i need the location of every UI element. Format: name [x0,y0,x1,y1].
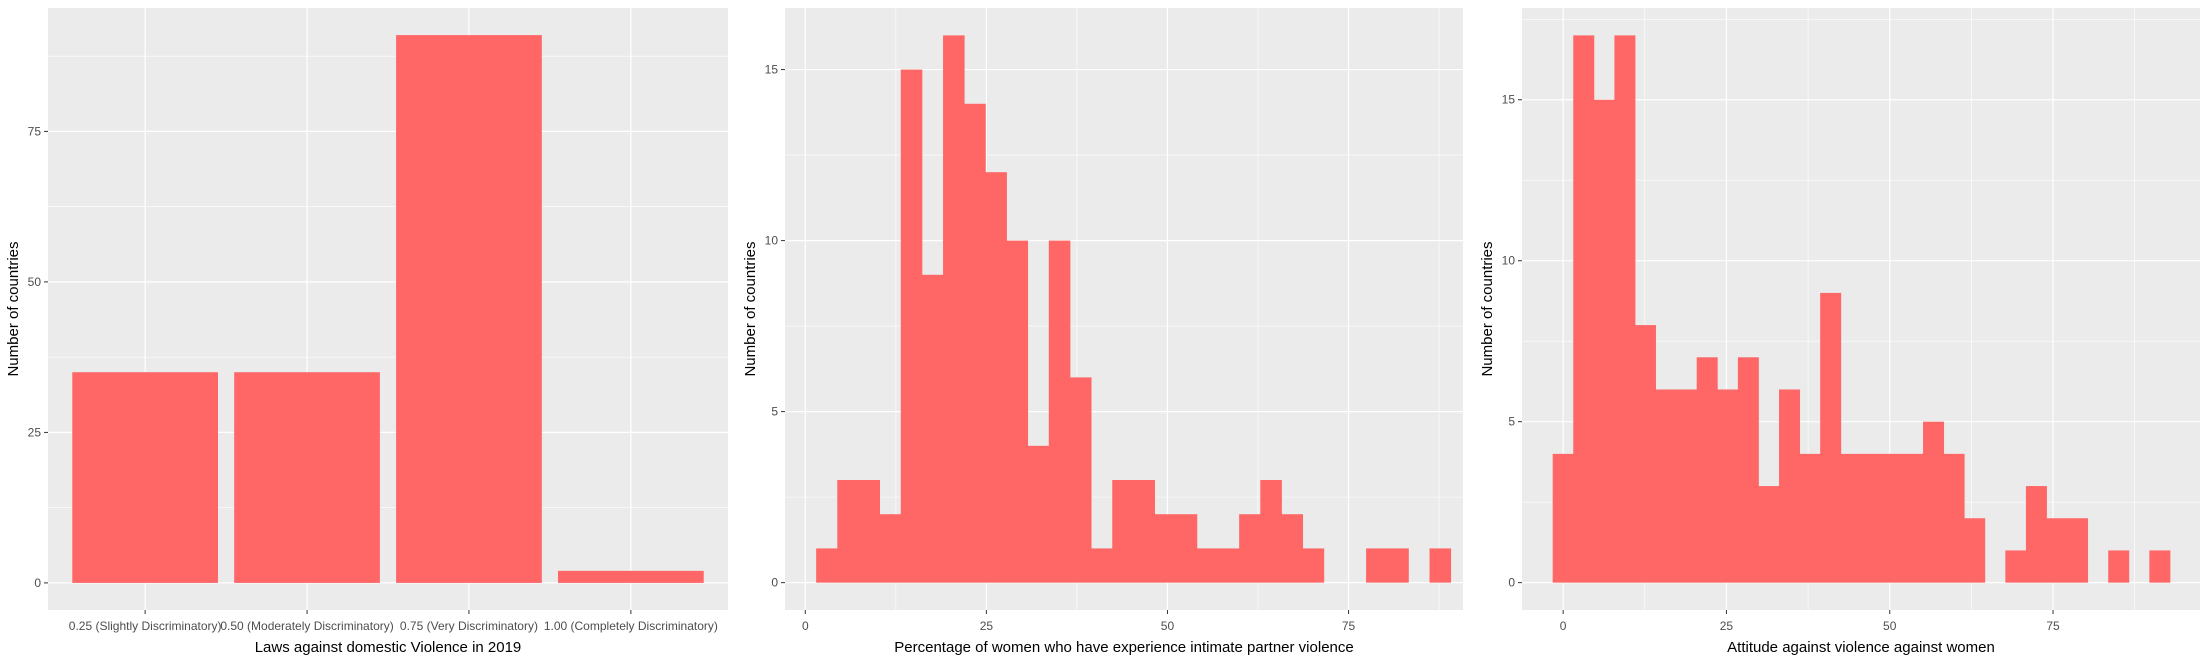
histogram-bar [1027,445,1050,583]
y-tick-label: 75 [28,124,42,138]
x-axis-title: Laws against domestic Violence in 2019 [255,639,522,656]
histogram-bar [1676,389,1698,583]
histogram-bar [1737,357,1759,583]
histogram-bar [1655,389,1677,583]
y-axis-title: Number of countries [742,241,759,376]
histogram-bar [2046,518,2068,583]
histogram-bar [1429,548,1452,583]
histogram-bar [1717,389,1739,583]
histogram-bar [985,172,1007,583]
histogram-bar [1573,35,1595,583]
histogram-bar [2005,550,2027,583]
histogram-bar [1175,514,1198,583]
x-tick-label: 0.25 (Slightly Discriminatory) [69,619,222,633]
histogram-bar [943,35,965,583]
x-tick-label: 50 [1883,619,1897,633]
histogram-bar [1593,99,1615,583]
histogram-bar [1239,514,1261,583]
histogram-bar [1366,548,1388,583]
histogram-bar [1218,548,1240,583]
bar-4 [558,570,704,583]
histogram-bar [1048,240,1071,583]
histogram-bar [1758,486,1780,583]
y-axis-title: Number of countries [5,241,22,376]
histogram-bar [2067,518,2089,583]
histogram-bar [1964,518,1986,583]
histogram-bar [1154,514,1177,583]
x-tick-label: 75 [2046,619,2060,633]
histogram-bar [1696,357,1718,583]
histogram-bar [1552,453,1574,583]
histogram-bar [1006,240,1029,583]
x-tick-label: 0.50 (Moderately Discriminatory) [220,619,393,633]
y-tick-label: 0 [1508,576,1515,590]
bar-2 [234,372,380,583]
histogram-bar [1614,35,1636,583]
histogram-bar [1302,548,1325,583]
histogram-bar [1387,548,1409,583]
y-tick-label: 15 [765,63,779,77]
y-tick-label: 0 [34,576,41,590]
bar-1 [72,372,219,583]
x-tick-label: 25 [1720,619,1734,633]
y-tick-label: 5 [771,405,778,419]
y-axis-title: Number of countries [1479,241,1496,376]
x-tick-label: 75 [1342,619,1356,633]
histogram-bar [1861,453,1883,583]
histogram-bar [837,480,859,583]
histogram-bar [816,548,838,583]
histogram-bar [1902,453,1924,583]
histogram-bar [2025,486,2047,583]
x-tick-label: 0 [802,619,809,633]
histogram-bar [1840,453,1862,583]
histogram-bar [1779,389,1801,583]
y-tick-label: 25 [28,425,42,439]
histogram-bar [964,103,986,583]
y-tick-label: 15 [1502,93,1516,107]
histogram-bar [1799,453,1821,583]
x-axis-title: Percentage of women who have experience … [894,639,1353,656]
y-tick-label: 10 [1502,254,1516,268]
histogram-bar [1260,480,1282,583]
histogram-bar [2108,550,2130,583]
y-tick-label: 50 [28,275,42,289]
histogram-bar [1923,421,1945,583]
histogram-bar [1635,325,1656,583]
histogram-bar [900,69,923,583]
histogram-bar [1881,453,1903,583]
histogram-bar [1196,548,1219,583]
histogram-bar [2149,550,2171,583]
histogram-bar [921,274,944,583]
histogram-bar [1091,548,1113,583]
y-tick-label: 10 [765,234,779,248]
y-tick-label: 5 [1508,415,1515,429]
bar-3 [396,35,542,583]
histogram-bar [879,514,902,583]
y-tick-label: 0 [771,576,778,590]
histogram-bar [1069,377,1092,583]
x-tick-label: 0 [1560,619,1567,633]
x-tick-label: 50 [1161,619,1175,633]
histogram-bar [1820,292,1842,583]
x-tick-label: 0.75 (Very Discriminatory) [400,619,538,633]
x-tick-label: 25 [980,619,994,633]
histogram-bar [1112,480,1134,583]
x-axis-title: Attitude against violence against women [1727,639,1995,656]
histogram-bar [1281,514,1304,583]
histogram-bar [858,480,881,583]
histogram-bar [1943,453,1965,583]
x-tick-label: 1.00 (Completely Discriminatory) [544,619,718,633]
histogram-bar [1133,480,1155,583]
